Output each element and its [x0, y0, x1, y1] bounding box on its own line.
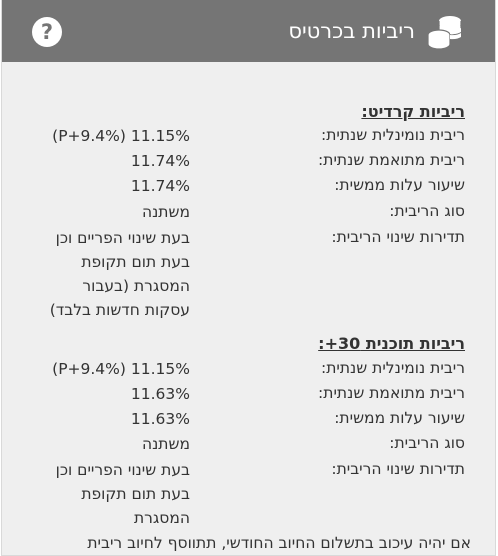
- plus30-nominal-value: 11.15% (P+9.4%): [52, 360, 190, 378]
- header-title-group: ריביות בכרטיס: [288, 0, 465, 62]
- coins-stack-icon: [427, 16, 462, 50]
- plus30-type-value: משתנה: [141, 435, 190, 453]
- credit-nominal-value: 11.15% (P+9.4%): [52, 127, 190, 145]
- plus30-frequency-line: בעת תום תקופת: [81, 485, 190, 503]
- credit-frequency-value: בעת שינוי הפריים וכן בעת תום תקופת המסגר…: [50, 226, 190, 322]
- late-payment-note: אם יהיה עיכוב בתשלום החיוב החודשי, תתווס…: [87, 534, 471, 552]
- plus30-nominal-label: ריבית נומינלית שנתית:: [320, 359, 465, 377]
- credit-effective-value: 11.74%: [130, 152, 190, 170]
- plus30-frequency-value: בעת שינוי הפריים וכן בעת תום תקופת המסגר…: [56, 458, 190, 530]
- credit-real-cost-label: שיעור עלות ממשית:: [334, 176, 465, 194]
- credit-real-cost-value: 11.74%: [130, 177, 190, 195]
- panel-header: ריביות בכרטיס ?: [2, 0, 495, 62]
- plus30-type-label: סוג הריבית:: [389, 434, 465, 452]
- plus30-section-title: ריביות תוכנית 30+:: [318, 334, 465, 353]
- plus30-frequency-label: תדירות שינוי הריבית:: [331, 460, 465, 478]
- credit-frequency-label: תדירות שינוי הריבית:: [331, 228, 465, 246]
- credit-nominal-label: ריבית נומינלית שנתית:: [320, 126, 465, 144]
- credit-frequency-line: בעת תום תקופת: [81, 253, 190, 271]
- plus30-frequency-line: המסגרת: [133, 509, 190, 527]
- credit-frequency-line: בעת שינוי הפריים וכן: [55, 229, 190, 247]
- credit-type-label: סוג הריבית:: [389, 202, 465, 220]
- credit-effective-label: ריבית מתואמת שנתית:: [318, 151, 465, 169]
- credit-section-title: ריביות קרדיט:: [361, 102, 465, 121]
- credit-type-value: משתנה: [141, 203, 190, 221]
- plus30-effective-label: ריבית מתואמת שנתית:: [318, 384, 465, 402]
- question-icon[interactable]: ?: [32, 17, 62, 47]
- panel-title: ריביות בכרטיס: [288, 19, 415, 43]
- plus30-frequency-line: בעת שינוי הפריים וכן: [55, 461, 190, 479]
- credit-frequency-line: עסקות חדשות בלבד): [49, 301, 190, 319]
- plus30-real-cost-label: שיעור עלות ממשית:: [334, 409, 465, 427]
- plus30-real-cost-value: 11.63%: [130, 410, 190, 428]
- plus30-effective-value: 11.63%: [130, 385, 190, 403]
- credit-frequency-line: המסגרת (בעבור: [82, 277, 190, 295]
